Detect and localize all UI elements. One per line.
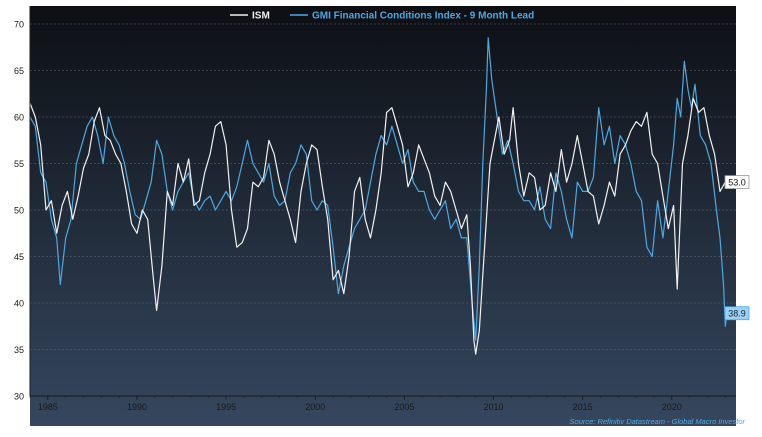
- x-tick-label: 1990: [127, 402, 147, 412]
- x-tick-label: 2005: [394, 402, 414, 412]
- y-tick-label: 55: [14, 159, 24, 169]
- x-tick-label: 1995: [216, 402, 236, 412]
- y-tick-label: 50: [14, 206, 24, 216]
- grid: [30, 23, 736, 350]
- y-tick-label: 30: [14, 392, 24, 402]
- x-tick-label: 2015: [573, 402, 593, 412]
- source-note: Source: Refinitiv Datastream - Global Ma…: [570, 417, 746, 426]
- y-tick-label: 70: [14, 20, 24, 30]
- x-tick-label: 2020: [662, 402, 682, 412]
- x-tick-label: 2000: [305, 402, 325, 412]
- end-label-gmi: 38.9: [728, 309, 746, 319]
- x-tick-label: 1985: [38, 402, 58, 412]
- series-lines: [29, 37, 728, 355]
- legend-gmi-label: GMI Financial Conditions Index - 9 Month…: [312, 11, 534, 22]
- end-label-gmi-box: [724, 306, 750, 321]
- y-tick-label: 60: [14, 113, 24, 123]
- end-label-ism-box: [724, 175, 750, 190]
- end-labels: 53.0 38.9: [724, 175, 750, 321]
- axes: 30 35 40 45 50 55 60 65 70 1985 1990 1995 2000 2005 20…: [14, 6, 736, 412]
- y-tick-label: 40: [14, 299, 24, 309]
- legend: ISM GMI Financial Conditions Index - 9 Mo…: [230, 11, 534, 22]
- plot-background: [30, 6, 736, 426]
- series-line-ism: [29, 97, 726, 355]
- y-tick-label: 65: [14, 66, 24, 76]
- x-tick-label: 2010: [484, 402, 504, 412]
- end-label-ism: 53.0: [728, 178, 746, 188]
- series-line-gmi: [29, 37, 728, 341]
- legend-ism-label: ISM: [252, 11, 270, 22]
- y-tick-label: 35: [14, 345, 24, 355]
- y-tick-label: 45: [14, 252, 24, 262]
